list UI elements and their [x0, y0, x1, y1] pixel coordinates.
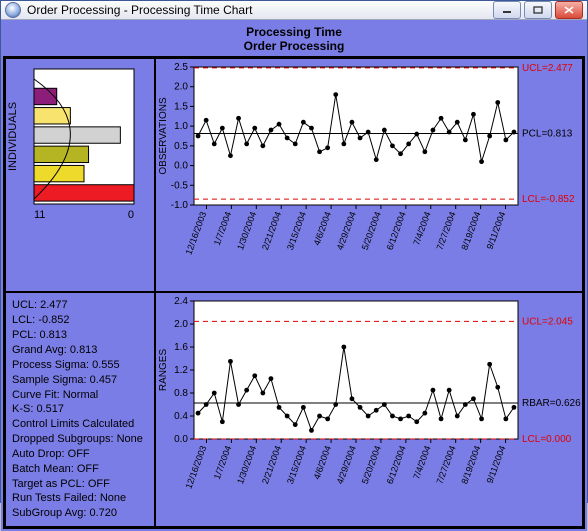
- svg-text:-0.5: -0.5: [171, 180, 189, 191]
- range-chart-cell: 0.0 0.4 0.8 1.2 1.6 2.0 2.4 RANGES UCL=2.045 RBAR…: [155, 292, 583, 527]
- stats-line: Auto Drop: OFF: [12, 447, 148, 462]
- svg-text:1.0: 1.0: [174, 121, 188, 132]
- close-icon: [564, 6, 574, 14]
- svg-text:7/27/2004: 7/27/2004: [434, 210, 457, 251]
- svg-text:LCL=0.000: LCL=0.000: [522, 434, 572, 445]
- stats-line: Curve Fit: Normal: [12, 388, 148, 403]
- stats-line: Control Limits Calculated: [12, 417, 148, 432]
- svg-text:0: 0: [128, 209, 134, 221]
- svg-text:UCL=2.045: UCL=2.045: [522, 317, 573, 328]
- svg-text:1/30/2004: 1/30/2004: [235, 445, 258, 486]
- svg-text:2.4: 2.4: [174, 296, 188, 307]
- svg-text:-1.0: -1.0: [171, 200, 189, 211]
- maximize-button[interactable]: [524, 1, 552, 19]
- svg-text:2/21/2004: 2/21/2004: [260, 210, 283, 251]
- histogram-cell: INDIVIDUALS 11 0: [5, 58, 155, 293]
- stats-line: SubGroup Avg: 0.720: [12, 506, 148, 521]
- minimize-icon: [502, 6, 512, 14]
- svg-text:4/29/2004: 4/29/2004: [335, 210, 358, 251]
- app-icon: [5, 2, 21, 18]
- svg-text:2.5: 2.5: [174, 62, 188, 73]
- stats-line: Target as PCL: OFF: [12, 477, 148, 492]
- header-line1: Processing Time: [3, 25, 585, 39]
- window-buttons: [493, 1, 583, 19]
- chart-header: Processing Time Order Processing: [3, 22, 585, 56]
- close-button[interactable]: [555, 1, 583, 19]
- stats-line: Grand Avg: 0.813: [12, 343, 148, 358]
- chart-grid: INDIVIDUALS 11 0 -1.0 -0.5 0.0 0.5 1.0 1.5 2.0 2.…: [3, 56, 585, 529]
- stats-line: Sample Sigma: 0.457: [12, 373, 148, 388]
- svg-text:LCL=-0.852: LCL=-0.852: [522, 194, 575, 205]
- svg-text:4/29/2004: 4/29/2004: [335, 445, 358, 486]
- svg-text:INDIVIDUALS: INDIVIDUALS: [7, 102, 19, 171]
- stats-line: Dropped Subgroups: None: [12, 432, 148, 447]
- svg-text:3/15/2004: 3/15/2004: [285, 445, 308, 486]
- stats-line: Run Tests Failed: None: [12, 491, 148, 506]
- svg-text:7/27/2004: 7/27/2004: [434, 445, 457, 486]
- svg-text:4/6/2004: 4/6/2004: [312, 210, 333, 246]
- header-line2: Order Processing: [3, 39, 585, 53]
- svg-text:PCL=0.813: PCL=0.813: [522, 128, 573, 139]
- svg-text:4/6/2004: 4/6/2004: [312, 445, 333, 481]
- stats-cell: UCL: 2.477LCL: -0.852PCL: 0.813Grand Avg…: [5, 292, 155, 527]
- svg-text:0.8: 0.8: [174, 388, 188, 399]
- svg-text:1/30/2004: 1/30/2004: [235, 210, 258, 251]
- svg-text:2.0: 2.0: [174, 81, 188, 92]
- window-title: Order Processing - Processing Time Chart: [27, 3, 493, 17]
- svg-text:1.5: 1.5: [174, 101, 188, 112]
- svg-text:1.2: 1.2: [174, 365, 188, 376]
- stats-list: UCL: 2.477LCL: -0.852PCL: 0.813Grand Avg…: [6, 293, 154, 526]
- svg-text:9/11/2004: 9/11/2004: [485, 210, 508, 250]
- stats-line: Batch Mean: OFF: [12, 462, 148, 477]
- svg-text:0.4: 0.4: [174, 411, 188, 422]
- svg-text:12/16/2003: 12/16/2003: [184, 445, 209, 491]
- stats-line: K-S: 0.517: [12, 402, 148, 417]
- svg-text:11: 11: [34, 209, 45, 221]
- svg-text:2/21/2004: 2/21/2004: [260, 445, 283, 486]
- stats-line: LCL: -0.852: [12, 313, 148, 328]
- svg-text:8/19/2004: 8/19/2004: [459, 445, 482, 486]
- svg-text:8/19/2004: 8/19/2004: [459, 210, 482, 251]
- stats-line: PCL: 0.813: [12, 328, 148, 343]
- stats-line: Process Sigma: 0.555: [12, 358, 148, 373]
- svg-text:7/4/2004: 7/4/2004: [411, 445, 432, 481]
- svg-text:3/15/2004: 3/15/2004: [285, 210, 308, 251]
- svg-text:1/7/2004: 1/7/2004: [212, 445, 233, 481]
- svg-text:5/20/2004: 5/20/2004: [360, 445, 383, 486]
- individuals-chart-cell: -1.0 -0.5 0.0 0.5 1.0 1.5 2.0 2.5 OBSERVATIONS UC…: [155, 58, 583, 293]
- svg-text:1.6: 1.6: [174, 342, 188, 353]
- content-panel: Processing Time Order Processing INDIVID…: [1, 20, 587, 531]
- titlebar: Order Processing - Processing Time Chart: [1, 1, 587, 20]
- minimize-button[interactable]: [493, 1, 521, 19]
- svg-text:12/16/2003: 12/16/2003: [184, 210, 209, 256]
- svg-text:UCL=2.477: UCL=2.477: [522, 63, 573, 74]
- stats-line: UCL: 2.477: [12, 298, 148, 313]
- maximize-icon: [533, 6, 543, 14]
- svg-text:0.0: 0.0: [174, 160, 188, 171]
- svg-text:0.0: 0.0: [174, 434, 188, 445]
- app-window: Order Processing - Processing Time Chart…: [0, 0, 588, 503]
- svg-text:RANGES: RANGES: [158, 349, 169, 392]
- svg-text:0.5: 0.5: [174, 141, 188, 152]
- svg-text:1/7/2004: 1/7/2004: [212, 210, 233, 246]
- svg-text:7/4/2004: 7/4/2004: [411, 210, 432, 246]
- svg-text:6/12/2004: 6/12/2004: [385, 445, 408, 486]
- svg-text:9/11/2004: 9/11/2004: [485, 445, 508, 485]
- svg-text:OBSERVATIONS: OBSERVATIONS: [158, 97, 169, 175]
- svg-text:5/20/2004: 5/20/2004: [360, 210, 383, 251]
- svg-text:RBAR=0.626: RBAR=0.626: [522, 398, 581, 409]
- svg-text:6/12/2004: 6/12/2004: [385, 210, 408, 251]
- svg-text:2.0: 2.0: [174, 319, 188, 330]
